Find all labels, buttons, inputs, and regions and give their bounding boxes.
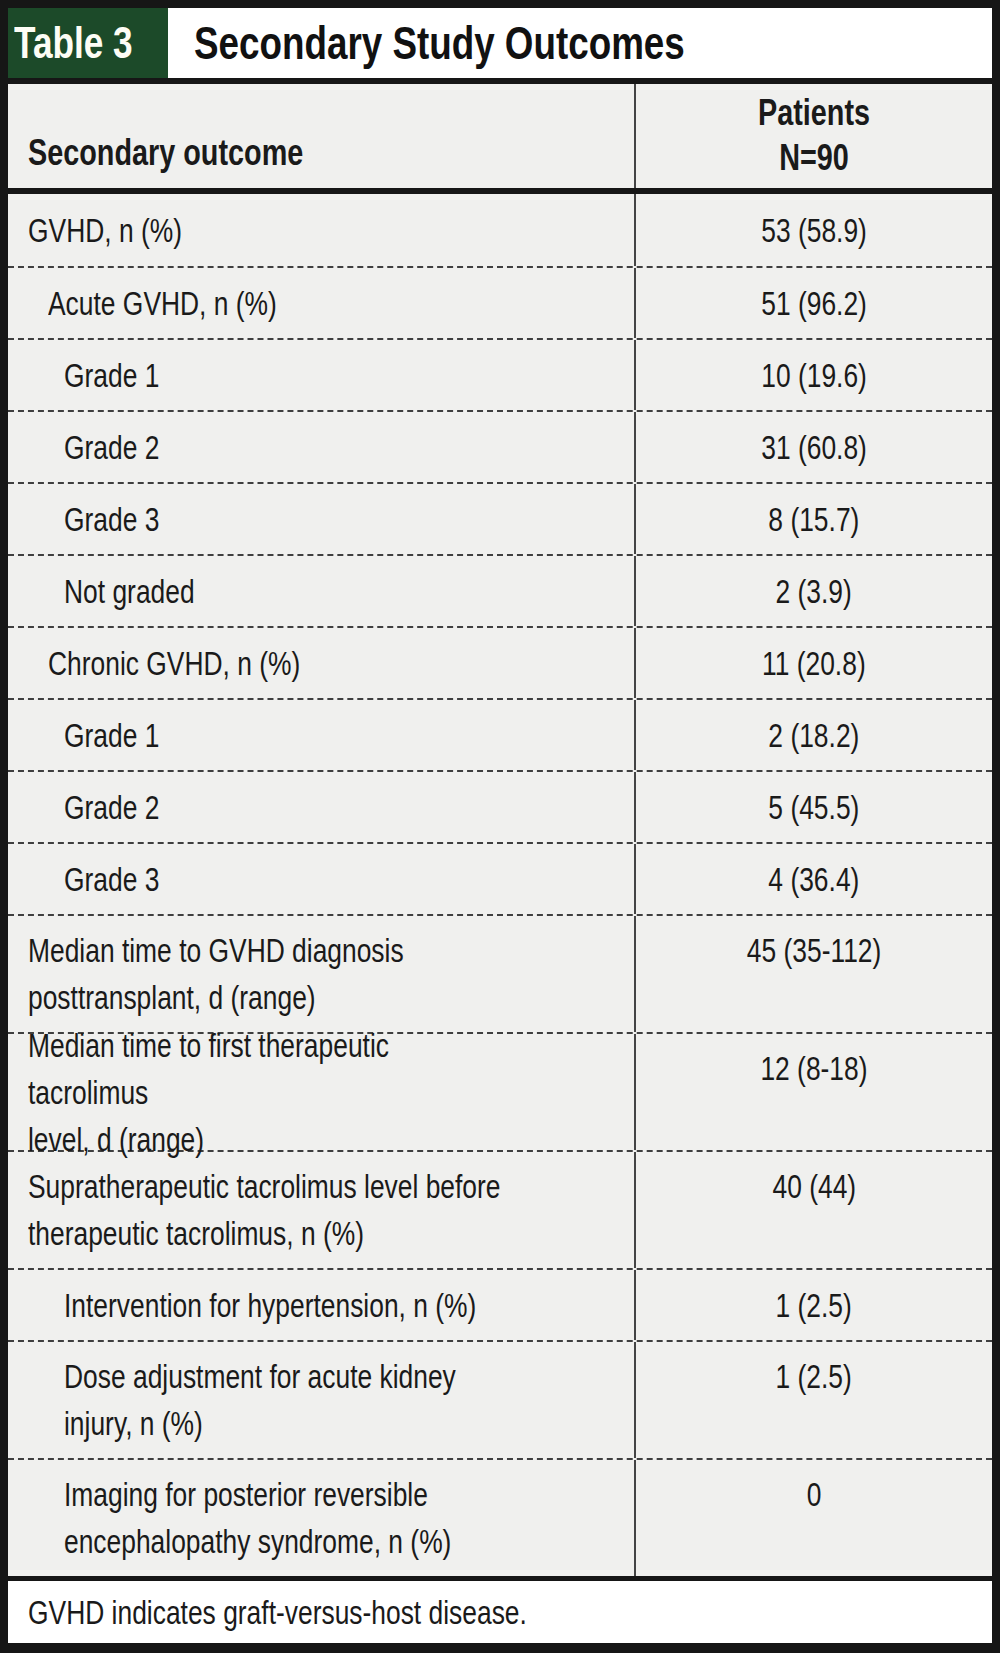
table-card: Table 3 Secondary Study Outcomes Seconda… [0, 0, 1000, 1653]
row-value: 51 (96.2) [636, 268, 992, 338]
row-label: Median time to GVHD diagnosis posttransp… [8, 916, 636, 1032]
table-row: Grade 1 2 (18.2) [8, 698, 992, 770]
row-label: Acute GVHD, n (%) [8, 268, 636, 338]
row-label: Imaging for posterior reversible encepha… [8, 1460, 636, 1576]
table-title-text: Secondary Study Outcomes [194, 16, 685, 70]
table-row: Median time to first therapeutic tacroli… [8, 1032, 992, 1150]
table-number-label: Table 3 [14, 18, 133, 68]
row-label: Chronic GVHD, n (%) [8, 628, 636, 698]
table-row: Chronic GVHD, n (%) 11 (20.8) [8, 626, 992, 698]
row-label: Grade 3 [8, 844, 636, 914]
table-row: Median time to GVHD diagnosis posttransp… [8, 914, 992, 1032]
table-row: Not graded 2 (3.9) [8, 554, 992, 626]
row-label: GVHD, n (%) [8, 194, 636, 266]
table-number-tag: Table 3 [8, 8, 168, 78]
column-header-patients: Patients N=90 [636, 84, 992, 188]
row-value: 53 (58.9) [636, 194, 992, 266]
row-value: 4 (36.4) [636, 844, 992, 914]
row-value: 8 (15.7) [636, 484, 992, 554]
footnote-text: GVHD indicates graft-versus-host disease… [28, 1594, 527, 1632]
row-value: 40 (44) [636, 1152, 992, 1268]
row-label: Dose adjustment for acute kidney injury,… [8, 1342, 636, 1458]
table-row: Grade 3 4 (36.4) [8, 842, 992, 914]
row-label: Grade 2 [8, 412, 636, 482]
table-body: GVHD, n (%) 53 (58.9) Acute GVHD, n (%) … [8, 194, 992, 1576]
row-label: Grade 1 [8, 340, 636, 410]
table-row: Dose adjustment for acute kidney injury,… [8, 1340, 992, 1458]
row-value: 0 [636, 1460, 992, 1576]
table-title-bar: Table 3 Secondary Study Outcomes [8, 8, 992, 78]
column-header-outcome: Secondary outcome [8, 84, 636, 188]
row-value: 5 (45.5) [636, 772, 992, 842]
table-row: Grade 1 10 (19.6) [8, 338, 992, 410]
row-value: 31 (60.8) [636, 412, 992, 482]
row-label: Grade 1 [8, 700, 636, 770]
row-label: Grade 2 [8, 772, 636, 842]
table-header-row: Secondary outcome Patients N=90 [8, 84, 992, 188]
row-label: Not graded [8, 556, 636, 626]
table-row: GVHD, n (%) 53 (58.9) [8, 194, 992, 266]
row-value: 45 (35-112) [636, 916, 992, 1032]
row-label: Grade 3 [8, 484, 636, 554]
table-row: Intervention for hypertension, n (%) 1 (… [8, 1268, 992, 1340]
table-row: Grade 3 8 (15.7) [8, 482, 992, 554]
table-row: Imaging for posterior reversible encepha… [8, 1458, 992, 1576]
table-row: Supratherapeutic tacrolimus level before… [8, 1150, 992, 1268]
table-row: Acute GVHD, n (%) 51 (96.2) [8, 266, 992, 338]
row-value: 11 (20.8) [636, 628, 992, 698]
table-row: Grade 2 5 (45.5) [8, 770, 992, 842]
row-label: Supratherapeutic tacrolimus level before… [8, 1152, 636, 1268]
row-label: Median time to first therapeutic tacroli… [8, 1034, 636, 1150]
row-value: 2 (3.9) [636, 556, 992, 626]
row-value: 1 (2.5) [636, 1342, 992, 1458]
row-label: Intervention for hypertension, n (%) [8, 1270, 636, 1340]
table-row: Grade 2 31 (60.8) [8, 410, 992, 482]
row-value: 2 (18.2) [636, 700, 992, 770]
row-value: 12 (8-18) [636, 1034, 992, 1150]
table-title: Secondary Study Outcomes [168, 8, 808, 78]
row-value: 10 (19.6) [636, 340, 992, 410]
row-value: 1 (2.5) [636, 1270, 992, 1340]
table-footnote: GVHD indicates graft-versus-host disease… [8, 1581, 992, 1645]
